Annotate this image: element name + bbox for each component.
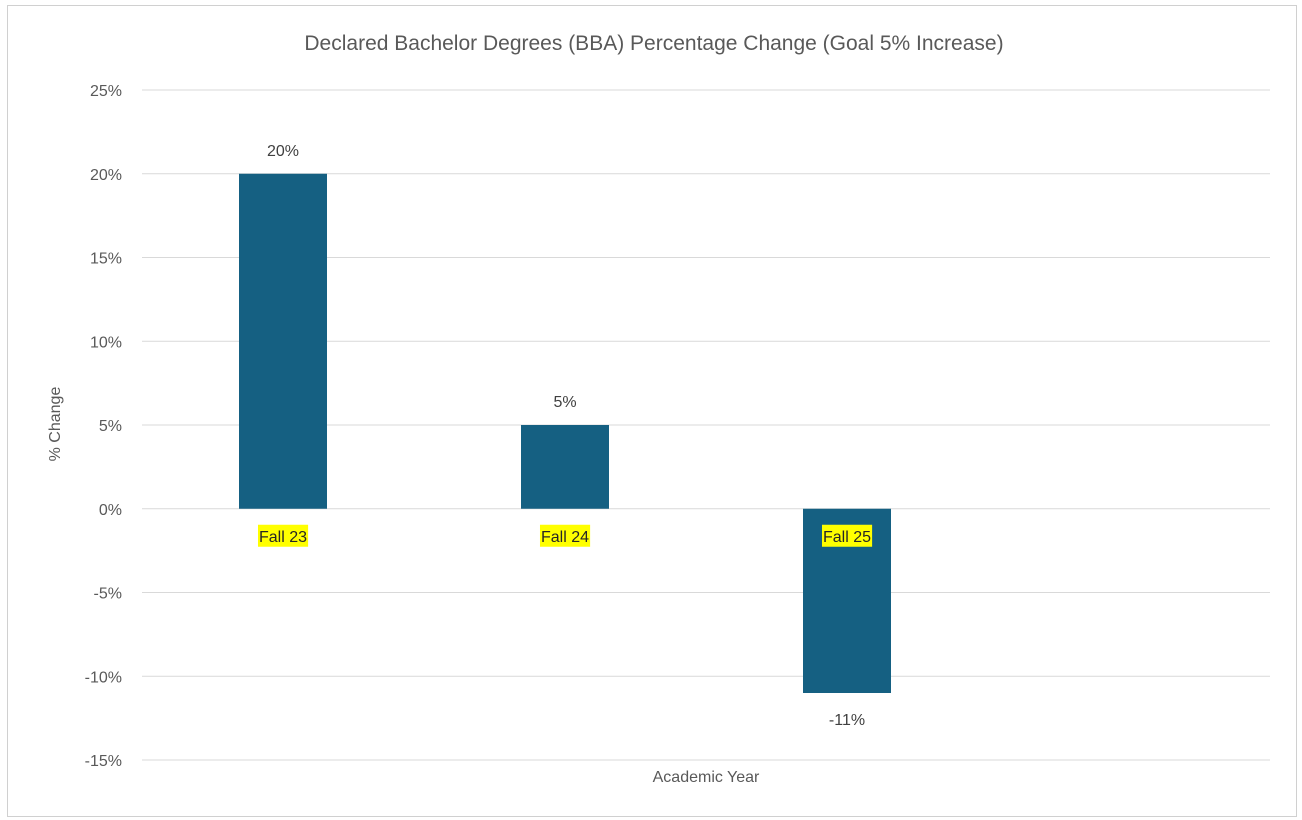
category-label-highlight: [257, 524, 309, 547]
data-label: 5%: [553, 394, 576, 411]
category-label-text: Fall 24: [541, 529, 589, 546]
gridlines: [142, 89, 1270, 761]
category-label-text: Fall 25: [823, 529, 871, 546]
y-tick-label: -15%: [85, 753, 122, 770]
category-label: Fall 23: [257, 524, 309, 547]
category-labels: Fall 23 Fall 24 Fall 25: [257, 524, 873, 547]
y-tick-label: 10%: [90, 334, 122, 351]
data-label: 20%: [267, 143, 299, 160]
x-axis-title: Academic Year: [653, 769, 760, 786]
y-tick-label: 0%: [99, 502, 122, 519]
bar: [239, 173, 327, 509]
y-tick-label: -5%: [94, 586, 122, 603]
category-label-highlight: [539, 524, 591, 547]
data-labels: 20% 5% -11%: [267, 143, 865, 729]
y-tick-label: 25%: [90, 83, 122, 100]
y-tick-label: -10%: [85, 669, 122, 686]
data-label: -11%: [829, 712, 865, 729]
chart-title: Declared Bachelor Degrees (BBA) Percenta…: [304, 32, 1003, 55]
bars: [239, 173, 891, 693]
y-tick-label: 20%: [90, 167, 122, 184]
category-label: Fall 24: [539, 524, 591, 547]
y-tick-label: 5%: [99, 418, 122, 435]
y-axis-ticks: 25% 20% 15% 10% 5% 0% -5% -10% -15%: [85, 83, 122, 770]
y-axis-title: % Change: [47, 387, 64, 462]
category-label-highlight: [821, 524, 873, 547]
category-label-text: Fall 23: [259, 529, 307, 546]
y-tick-label: 15%: [90, 251, 122, 268]
chart-frame: [7, 5, 1297, 817]
category-label: Fall 25: [821, 524, 873, 547]
bar: [521, 425, 609, 509]
